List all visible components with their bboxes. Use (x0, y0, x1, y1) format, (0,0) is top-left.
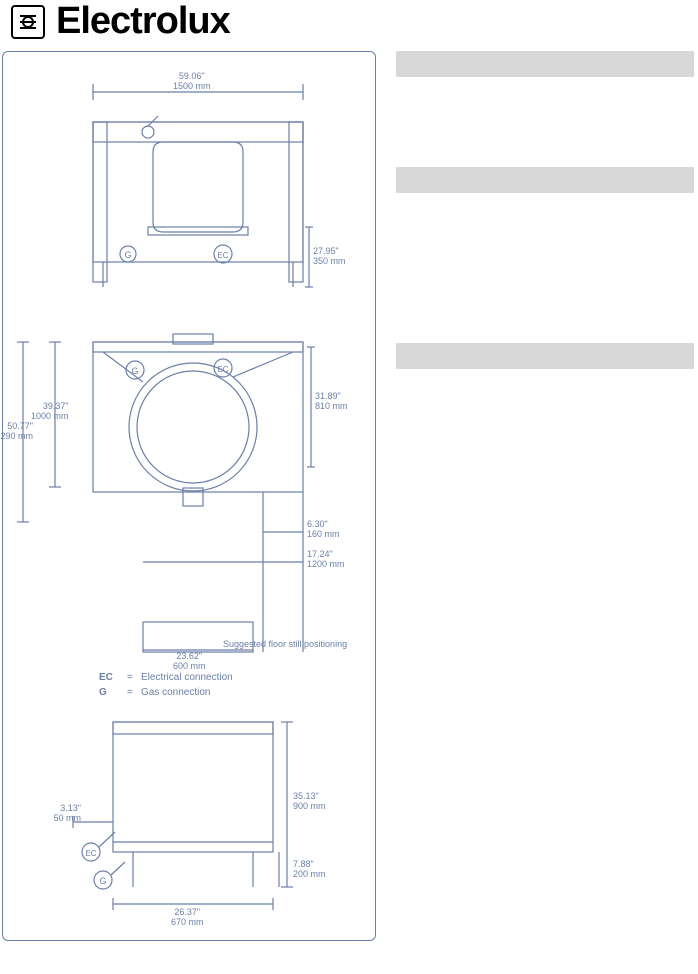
top-bottom-in: 23.62" (176, 651, 202, 661)
side-left-in: 3.13" (60, 803, 81, 813)
front-h-in: 27.95" (313, 246, 339, 256)
side-left-mm: 50 mm (53, 813, 81, 823)
spec-bars-column (396, 51, 698, 941)
top-right-l1-mm: 160 mm (307, 529, 340, 539)
svg-text:G: G (99, 876, 106, 886)
svg-text:EC: EC (85, 849, 96, 858)
side-bottom-in: 26.37" (174, 907, 200, 917)
svg-text:G: G (124, 250, 131, 260)
front-h-mm: 350 mm (313, 256, 346, 266)
top-left-outer-in: 50.77" (7, 421, 33, 431)
legend-val-g: Gas connection (141, 685, 211, 700)
diagram-front: G EC 59.06" 1500 mm 27.95" 350 mm (73, 72, 333, 292)
top-right-l2-in: 17.24" (307, 549, 333, 559)
top-left-upper-in: 39.37" (43, 401, 69, 411)
diagram-top: G EC 39.37" 1000 mm 50.77" 1290 mm 31.89… (13, 322, 363, 662)
brand-header: Electrolux (0, 0, 698, 51)
section-bar-3 (396, 343, 694, 369)
connection-legend: EC = Electrical connection G = Gas conne… (99, 670, 233, 700)
side-h-in: 35.13" (293, 791, 319, 801)
top-right-upper-mm: 810 mm (315, 401, 348, 411)
section-bar-2 (396, 167, 694, 193)
side-bottom-mm: 670 mm (171, 917, 204, 927)
diagrams-panel: G EC 59.06" 1500 mm 27.95" 350 mm (2, 51, 376, 941)
diagram-side: EC G 3.13" 50 mm 35.13" 900 mm 7.88" 200… (43, 712, 343, 932)
side-h-mm: 900 mm (293, 801, 326, 811)
front-width-mm: 1500 mm (173, 81, 211, 91)
legend-val-ec: Electrical connection (141, 670, 233, 685)
legend-key-ec: EC (99, 670, 127, 685)
brand-name: Electrolux (56, 0, 230, 43)
svg-text:EC: EC (217, 251, 228, 260)
top-right-l1-in: 6.30" (307, 519, 328, 529)
section-bar-1 (396, 51, 694, 77)
svg-text:EC: EC (217, 365, 228, 374)
electrolux-icon (8, 2, 48, 42)
top-right-l2-mm: 1200 mm (307, 559, 345, 569)
legend-key-g: G (99, 685, 127, 700)
svg-text:G: G (131, 366, 138, 376)
top-left-outer-mm: 1290 mm (0, 431, 33, 441)
side-foot-in: 7.88" (293, 859, 314, 869)
top-left-upper-mm: 1000 mm (31, 411, 69, 421)
top-right-upper-in: 31.89" (315, 391, 341, 401)
top-note: Suggested floor still positioning (223, 639, 347, 649)
front-width-in: 59.06" (179, 71, 205, 81)
side-foot-mm: 200 mm (293, 869, 326, 879)
